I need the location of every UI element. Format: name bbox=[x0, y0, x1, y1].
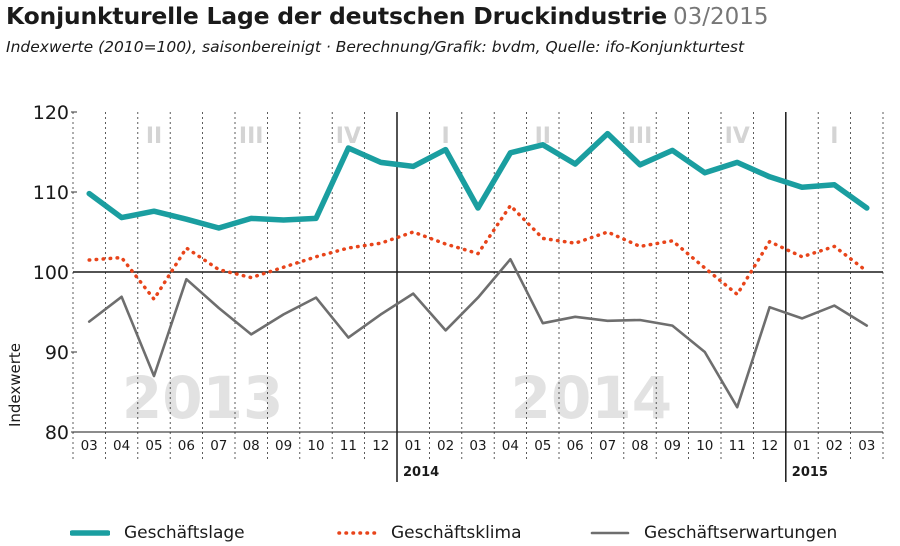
chart-date: 03/2015 bbox=[673, 4, 769, 30]
x-tick-label: 01 bbox=[405, 438, 422, 454]
chart-title-row: Konjunkturelle Lage der deutschen Drucki… bbox=[6, 2, 769, 30]
x-tick-label: 12 bbox=[372, 438, 389, 454]
x-tick-label: 02 bbox=[826, 438, 843, 454]
x-tick-label: 08 bbox=[243, 438, 260, 454]
legend-label: Geschäftserwartungen bbox=[644, 523, 838, 543]
x-tick-label: 03 bbox=[81, 438, 98, 454]
x-tick-label: 06 bbox=[178, 438, 195, 454]
quarter-label: IV bbox=[336, 124, 361, 149]
legend-swatch bbox=[337, 531, 377, 535]
quarter-label: II bbox=[535, 124, 551, 149]
x-tick-label: 06 bbox=[567, 438, 584, 454]
quarter-label: III bbox=[239, 124, 264, 149]
x-tick-label: 10 bbox=[307, 438, 324, 454]
y-tick-label: 120 bbox=[33, 102, 69, 124]
y-tick-label: 90 bbox=[45, 342, 69, 364]
x-tick-label: 04 bbox=[502, 438, 519, 454]
x-tick-label: 03 bbox=[858, 438, 875, 454]
x-tick-label: 04 bbox=[113, 438, 130, 454]
series-line-geschäftslage bbox=[86, 130, 870, 231]
chart-title: Konjunkturelle Lage der deutschen Drucki… bbox=[6, 2, 667, 30]
x-tick-label: 09 bbox=[664, 438, 681, 454]
series-line-geschäftsklima bbox=[87, 203, 869, 301]
x-tick-label: 02 bbox=[437, 438, 454, 454]
quarter-label: I bbox=[442, 124, 450, 149]
quarter-label: II bbox=[146, 124, 162, 149]
series-line-geschäftserwartungen bbox=[87, 257, 869, 409]
year-label: 2015 bbox=[792, 465, 828, 480]
x-tick-label: 07 bbox=[599, 438, 616, 454]
legend-label: Geschäftslage bbox=[124, 523, 245, 543]
legend-item: Geschäftsklima bbox=[337, 522, 522, 544]
legend: Geschäftslage Geschäftsklima Geschäftserwa… bbox=[0, 522, 900, 544]
y-tick-label: 100 bbox=[33, 262, 69, 284]
chart-subtitle: Indexwerte (2010=100), saisonbereinigt ·… bbox=[6, 38, 745, 56]
quarter-label: IV bbox=[725, 124, 750, 149]
y-tick-label: 110 bbox=[33, 182, 69, 204]
x-tick-label: 05 bbox=[145, 438, 162, 454]
legend-label: Geschäftsklima bbox=[391, 523, 522, 543]
x-tick-label: 11 bbox=[729, 438, 746, 454]
x-tick-label: 07 bbox=[210, 438, 227, 454]
x-axis-labels: 03 04 05 06 07 08 09 10 11 12 01 02 03 04 05 06 07 08 09 10… bbox=[81, 438, 876, 454]
legend-item: Geschäftslage bbox=[70, 522, 245, 544]
x-tick-label: 05 bbox=[534, 438, 551, 454]
year-label: 2014 bbox=[403, 465, 439, 480]
legend-swatch bbox=[70, 530, 110, 536]
y-axis-title: Indexwerte bbox=[6, 343, 24, 427]
x-tick-label: 03 bbox=[469, 438, 486, 454]
x-tick-label: 01 bbox=[793, 438, 810, 454]
y-tick-label: 80 bbox=[45, 422, 69, 444]
x-tick-label: 11 bbox=[340, 438, 357, 454]
legend-swatch bbox=[590, 531, 630, 535]
y-axis-labels: 80 90 100 110 120 bbox=[33, 102, 69, 444]
quarter-label: III bbox=[628, 124, 653, 149]
legend-item: Geschäftserwartungen bbox=[590, 522, 837, 544]
x-tick-label: 09 bbox=[275, 438, 292, 454]
x-tick-label: 08 bbox=[631, 438, 648, 454]
quarter-label: I bbox=[830, 124, 838, 149]
x-tick-label: 10 bbox=[696, 438, 713, 454]
x-tick-label: 12 bbox=[761, 438, 778, 454]
